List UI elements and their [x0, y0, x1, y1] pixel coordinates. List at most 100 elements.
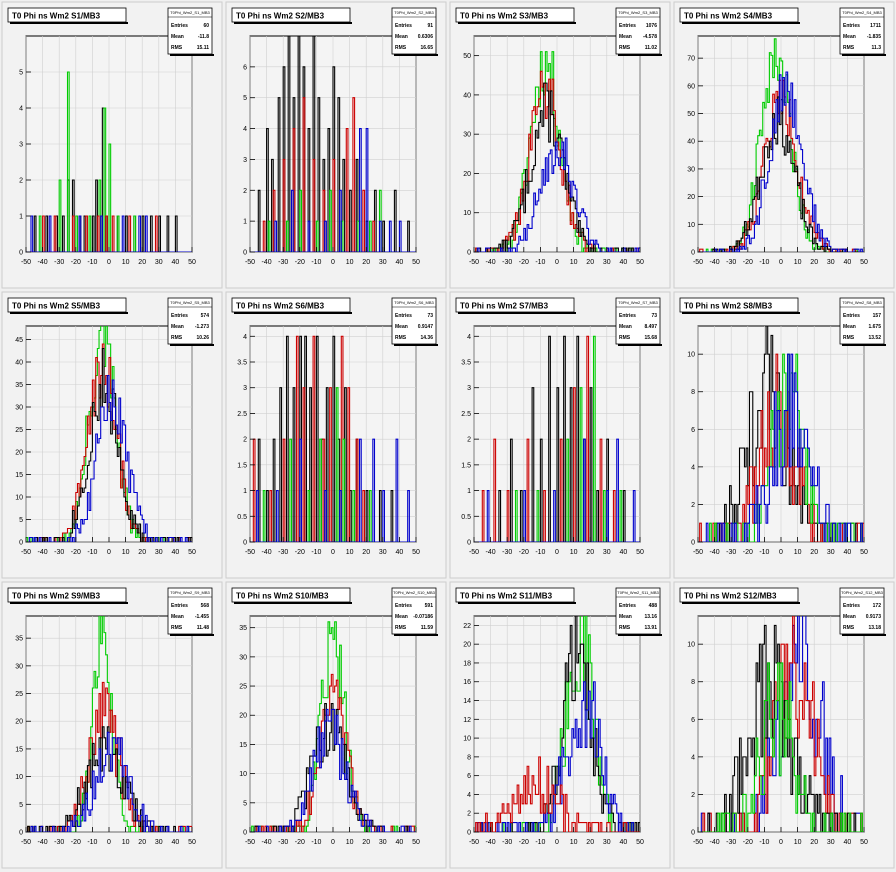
series-group: [698, 616, 864, 832]
stats-value: 60: [203, 23, 209, 29]
pad-title: T0 Phi ns Wm2 S5/MB3: [12, 302, 101, 311]
stats-name: T0Phi_Wm2_S12_MB3: [841, 590, 884, 595]
title-shadow: [682, 312, 800, 314]
x-tick-label: -10: [87, 259, 97, 266]
x-tick-label: -20: [743, 549, 753, 556]
histogram-series-1: [26, 107, 192, 252]
x-tick-label: 30: [827, 549, 835, 556]
stats-value: 15.11: [197, 45, 209, 51]
y-tick-label: 30: [15, 663, 23, 670]
stats-label: RMS: [171, 45, 183, 51]
stats-value: 0.6306: [418, 34, 434, 40]
x-tick-label: 0: [107, 259, 111, 266]
y-tick-label: 50: [463, 53, 471, 60]
y-tick-label: 0: [243, 250, 247, 257]
stats-value: -1.455: [195, 614, 209, 620]
x-tick-label: -20: [743, 839, 753, 846]
y-tick-label: 2: [243, 437, 247, 444]
y-tick-label: 35: [15, 636, 23, 643]
stats-name: T0Phi_Wm2_S6_MB3: [394, 300, 434, 305]
stats-shadow: [842, 54, 886, 56]
y-tick-label: 2: [691, 502, 695, 509]
x-tick-label: 0: [779, 839, 783, 846]
stats-name: T0Phi_Wm2_S10_MB3: [393, 590, 436, 595]
x-tick-label: 0: [779, 549, 783, 556]
x-tick-label: -50: [693, 839, 703, 846]
x-tick-label: 20: [138, 259, 146, 266]
stats-value: 13.18: [868, 625, 881, 631]
x-tick-label: -10: [535, 549, 545, 556]
stats-label: RMS: [171, 335, 183, 341]
y-tick-label: 0: [691, 540, 695, 547]
x-tick-label: 30: [379, 839, 387, 846]
y-tick-label: 10: [463, 210, 471, 217]
x-tick-label: -10: [759, 259, 769, 266]
y-tick-label: 2.5: [237, 411, 247, 418]
stats-box: [839, 587, 885, 635]
x-tick-label: 30: [603, 839, 611, 846]
x-tick-label: 30: [827, 259, 835, 266]
x-tick-label: 20: [138, 549, 146, 556]
y-tick-label: 4: [243, 334, 247, 341]
stats-box: [839, 7, 885, 55]
x-tick-label: 10: [794, 259, 802, 266]
y-tick-label: 0: [691, 250, 695, 257]
series-group: [26, 616, 192, 832]
y-tick-label: 15: [15, 472, 23, 479]
stats-value: 574: [201, 313, 210, 319]
stats-shadow: [394, 54, 438, 56]
x-tick-label: -20: [519, 549, 529, 556]
x-tick-label: 20: [362, 549, 370, 556]
x-tick-label: -30: [726, 259, 736, 266]
y-tick-label: 10: [463, 736, 471, 743]
stats-label: RMS: [619, 335, 631, 341]
y-tick-label: 6: [691, 427, 695, 434]
x-tick-label: -40: [262, 549, 272, 556]
histogram-pad: -50 -40 -30 -20 -10 0 10 20 30 40 50 0 1 2 3 4 5 6 T0 Phi …: [225, 1, 447, 289]
stats-value: 568: [201, 603, 210, 609]
stats-value: 13.91: [644, 625, 657, 631]
x-tick-label: -10: [759, 549, 769, 556]
x-tick-label: -10: [311, 839, 321, 846]
x-tick-label: -10: [311, 549, 321, 556]
x-tick-label: -40: [38, 549, 48, 556]
x-tick-label: 30: [379, 549, 387, 556]
x-tick-label: 50: [188, 549, 196, 556]
stats-value: -4.578: [643, 34, 657, 40]
histogram-pad: -50 -40 -30 -20 -10 0 10 20 30 40 50 0 10 20 30 40 50 60 7…: [673, 1, 895, 289]
stats-value: 16.65: [420, 45, 433, 51]
x-tick-label: 50: [860, 839, 868, 846]
y-tick-label: 5: [19, 802, 23, 809]
histogram-pad: -50 -40 -30 -20 -10 0 10 20 30 40 50 0 0.5 1 1.5 2 2.5 3 3…: [225, 291, 447, 579]
y-tick-label: 0.5: [461, 514, 471, 521]
y-tick-label: 1: [19, 214, 23, 221]
histogram-pad: -50 -40 -30 -20 -10 0 10 20 30 40 50 0 5 10 15 20 25 30 35…: [1, 581, 223, 869]
stats-value: 10.26: [196, 335, 209, 341]
stats-name: T0Phi_Wm2_S4_MB3: [842, 10, 882, 15]
stats-label: RMS: [843, 625, 855, 631]
y-tick-label: 45: [15, 337, 23, 344]
y-tick-label: 1: [243, 488, 247, 495]
x-tick-label: -40: [262, 259, 272, 266]
histogram-series-1: [474, 335, 640, 542]
x-tick-label: -40: [486, 839, 496, 846]
x-tick-label: 20: [586, 549, 594, 556]
x-tick-label: -40: [710, 839, 720, 846]
x-tick-label: -20: [71, 549, 81, 556]
stats-name: T0Phi_Wm2_S9_MB3: [170, 590, 210, 595]
stats-value: 13.52: [868, 335, 881, 341]
stats-value: 14.36: [420, 335, 433, 341]
stats-label: Entries: [171, 23, 188, 29]
x-tick-label: 30: [379, 259, 387, 266]
stats-shadow: [842, 344, 886, 346]
stats-value: 488: [649, 603, 658, 609]
y-tick-label: 6: [691, 717, 695, 724]
y-tick-label: 0: [243, 540, 247, 547]
y-tick-label: 8: [691, 389, 695, 396]
y-tick-label: 2: [467, 811, 471, 818]
x-tick-label: -30: [278, 839, 288, 846]
y-tick-label: 4: [19, 106, 23, 113]
pad-title: T0 Phi ns Wm2 S4/MB3: [684, 12, 773, 21]
